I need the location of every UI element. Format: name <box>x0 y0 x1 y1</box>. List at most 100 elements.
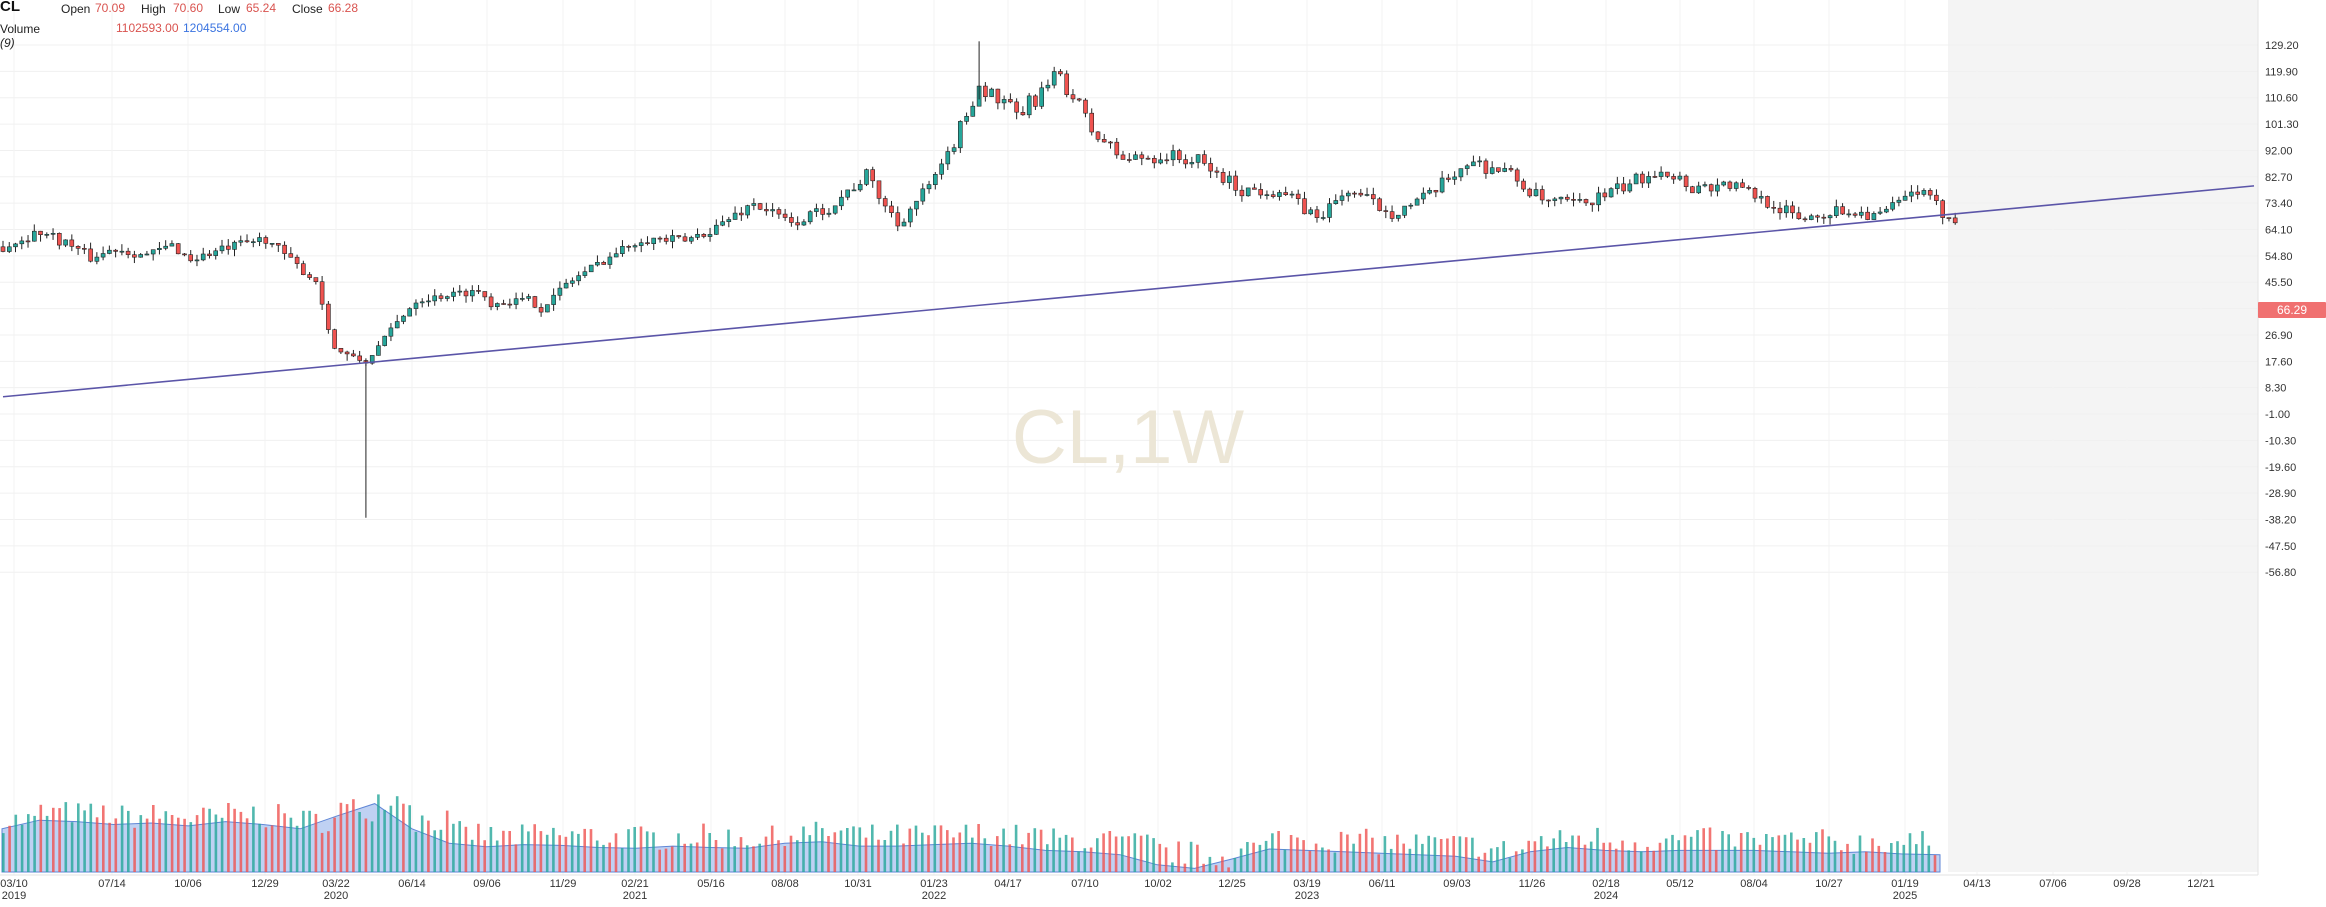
volume-bar <box>1227 867 1230 872</box>
candle-body <box>1809 215 1814 220</box>
volume-bar <box>1677 840 1680 872</box>
candle-body <box>194 259 200 262</box>
volume-bar <box>1658 842 1662 872</box>
volume-bar <box>1152 838 1155 872</box>
candle-body <box>1058 71 1063 75</box>
volume-bar <box>670 846 674 872</box>
volume-bar <box>1096 838 1099 872</box>
volume-bar <box>739 837 743 872</box>
volume-bar <box>1327 849 1330 872</box>
candle-body <box>69 239 75 247</box>
candle-body <box>526 296 531 299</box>
volume-bar <box>1639 851 1643 872</box>
candle-body <box>588 264 594 273</box>
open-value: 70.09 <box>95 1 126 15</box>
volume-bar <box>270 825 274 872</box>
candle-body <box>645 242 650 244</box>
candle-body <box>738 212 744 216</box>
candle-body <box>31 230 37 242</box>
volume-bar <box>295 825 299 872</box>
candle-body <box>1308 209 1313 215</box>
candle-body <box>1320 217 1326 219</box>
candle-body <box>1014 101 1019 113</box>
volume-bar <box>846 828 849 872</box>
candle-body <box>63 239 68 246</box>
volume-bar <box>1346 834 1349 872</box>
candle-body <box>1802 218 1808 221</box>
volume-bar <box>308 810 311 872</box>
candle-body <box>1120 154 1126 160</box>
candle-body <box>789 217 794 223</box>
candle-body <box>426 300 431 303</box>
x-tick-label: 06/14 <box>398 878 426 890</box>
candle-body <box>269 243 275 245</box>
volume-bar <box>1552 838 1555 872</box>
volume-bar <box>589 829 593 872</box>
y-tick-label: 64.10 <box>2265 225 2293 237</box>
y-tick-label: 101.30 <box>2265 119 2299 131</box>
volume-bar <box>877 839 880 872</box>
volume-bar <box>464 826 468 872</box>
volume-bar <box>1458 836 1462 872</box>
candle-body <box>1458 168 1464 178</box>
candle-body <box>344 351 350 355</box>
candle-body <box>238 240 244 243</box>
candle-body <box>682 236 688 242</box>
volume-bar <box>39 804 43 872</box>
candle-body <box>1834 206 1839 217</box>
candle-body <box>1452 176 1457 180</box>
volume-bar <box>1452 836 1455 872</box>
volume-bar <box>1064 834 1068 872</box>
candle-body <box>1696 185 1701 194</box>
y-tick-label: 110.60 <box>2265 93 2298 105</box>
x-tick-label: 09/03 <box>1443 878 1471 890</box>
candle-body <box>688 237 694 242</box>
volume-bar <box>402 803 405 872</box>
candle-body <box>1383 210 1389 212</box>
candle-body <box>207 253 212 257</box>
x-tick-label: 11/26 <box>1519 878 1546 890</box>
volume-bar <box>470 839 474 872</box>
x-tick-label: 10/31 <box>844 878 872 890</box>
volume-bar <box>1196 844 1199 872</box>
volume-bar <box>127 810 130 872</box>
volume-bar <box>1421 843 1424 872</box>
volume-bar <box>114 818 118 872</box>
y-tick-label: 129.20 <box>2265 40 2299 52</box>
volume-bar <box>570 831 574 872</box>
volume-bar <box>1264 840 1268 872</box>
y-tick-label: 119.90 <box>2265 66 2298 78</box>
volume-bar <box>1815 832 1818 872</box>
candle-body <box>1195 154 1201 163</box>
volume-bar <box>695 842 699 872</box>
volume-bar <box>227 803 230 872</box>
x-tick-label: 09/06 <box>473 878 501 890</box>
volume-bar <box>370 821 374 872</box>
x-tick-label: 02/18 <box>1592 878 1620 890</box>
candle-body <box>1133 154 1138 160</box>
x-year-label: 2020 <box>324 890 348 902</box>
volume-bar <box>1389 848 1393 872</box>
y-tick-label: -38.20 <box>2265 514 2296 526</box>
candle-body <box>1708 184 1714 192</box>
volume-bar <box>1671 834 1674 872</box>
volume-bar <box>120 805 124 872</box>
volume-bar <box>320 832 324 872</box>
candle-body <box>857 184 863 191</box>
x-tick-label: 12/29 <box>251 878 279 890</box>
candle-body <box>570 280 575 284</box>
candle-body <box>1546 199 1551 202</box>
candle-body <box>138 254 143 258</box>
volume-bar <box>1439 839 1443 872</box>
candle-body <box>1095 131 1101 140</box>
volume-bar <box>833 832 837 872</box>
candle-body <box>1934 194 1939 201</box>
candle-body <box>1039 87 1044 107</box>
volume-bar <box>1827 836 1831 872</box>
volume-bar <box>1896 841 1899 872</box>
volume-bar <box>1689 836 1693 872</box>
volume-bar <box>177 817 180 872</box>
volume-bar <box>1177 841 1180 872</box>
volume-bar <box>1752 837 1756 872</box>
